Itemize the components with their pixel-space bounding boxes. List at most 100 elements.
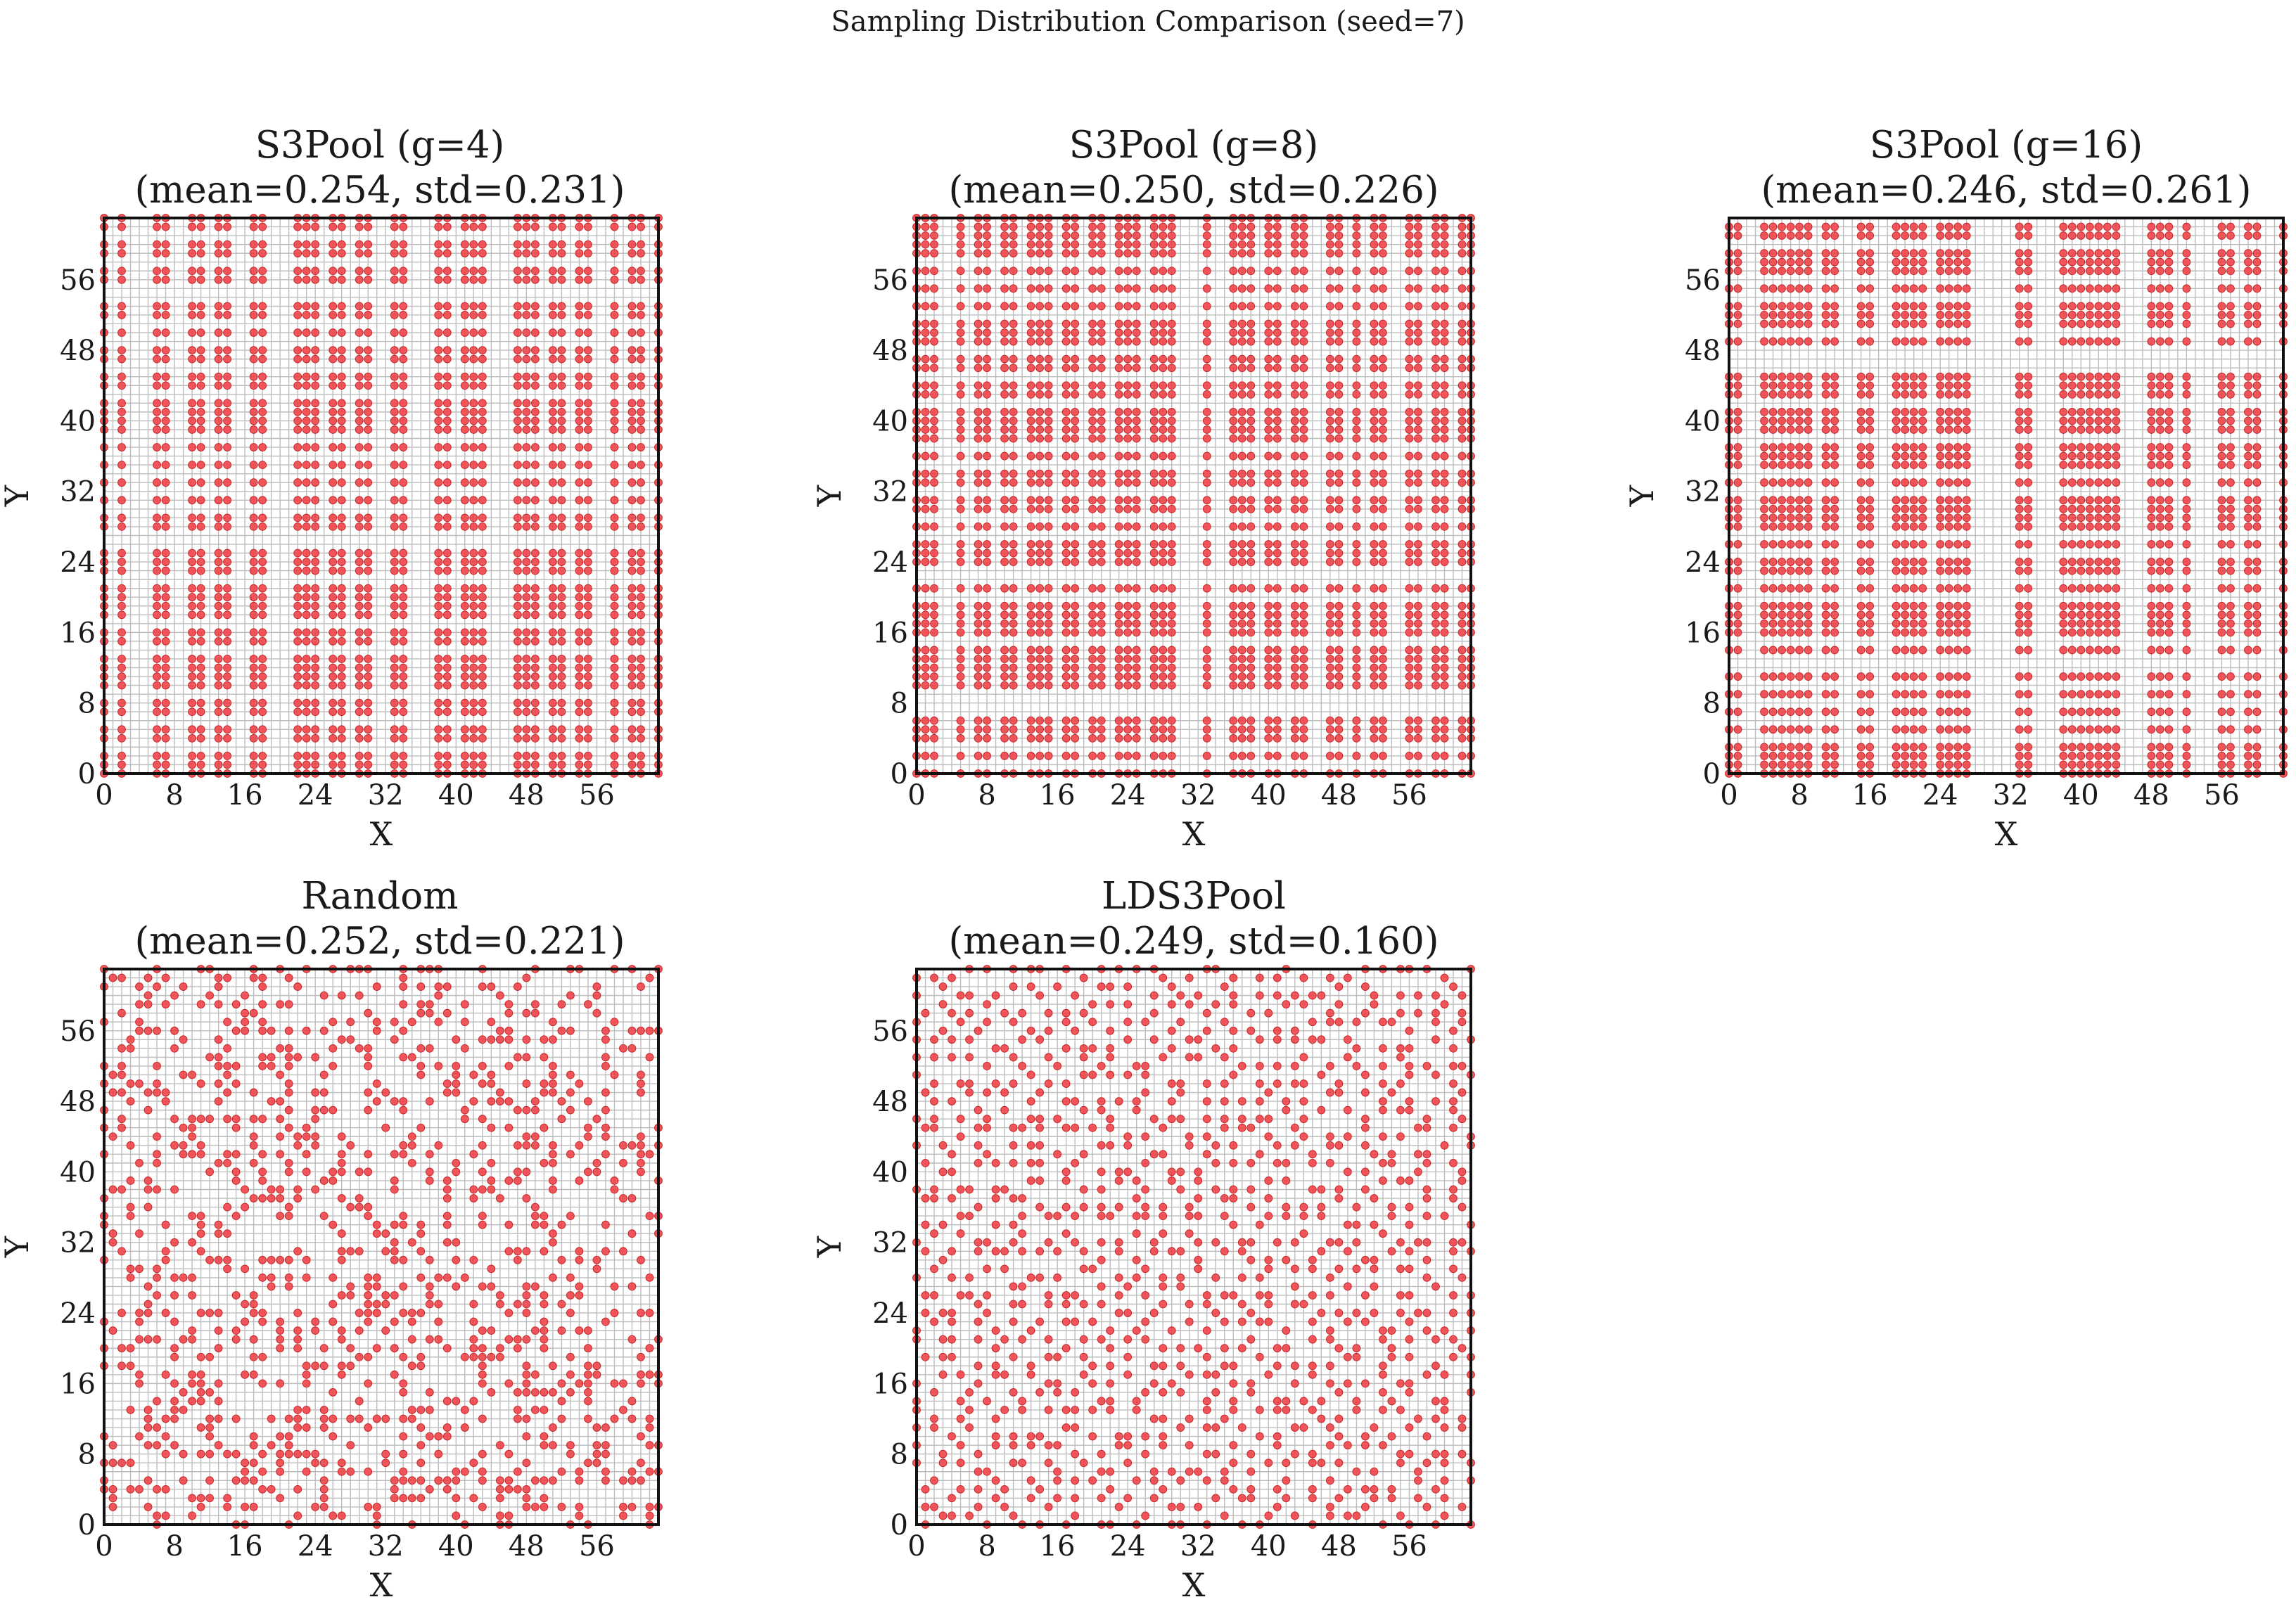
sample-point [1334,407,1344,416]
sample-point [956,478,965,487]
sample-point [2182,610,2191,620]
sample-point [549,566,557,575]
sample-point [1290,222,1299,231]
sample-point [1097,240,1106,249]
sample-point [469,496,478,505]
sample-point [956,725,965,734]
sample-point [1273,434,1282,443]
sample-point [117,222,126,231]
sample-point [557,443,566,451]
sample-point [983,584,991,593]
sample-point [522,752,531,760]
sample-point [153,407,161,416]
sample-point [1821,707,1830,717]
sample-point [974,319,983,328]
sample-point [637,328,645,337]
sample-point [1768,443,1778,451]
sample-point [1431,540,1440,549]
sample-point [1167,610,1176,620]
sample-point [117,311,126,319]
sample-point [1132,267,1141,276]
sample-point [549,249,557,258]
sample-point [460,663,469,672]
sample-point [1273,302,1282,311]
sample-point [1405,601,1414,610]
sample-point [1892,425,1901,434]
sample-point [637,425,645,434]
sample-point [293,461,302,470]
sample-point [1334,284,1344,293]
sample-point [930,390,938,399]
sample-point [2226,584,2235,593]
sample-point [364,311,373,319]
sample-point [1026,451,1035,461]
sample-point [153,752,161,760]
sample-point [1229,240,1238,249]
sample-point [1114,655,1123,663]
sample-point [1299,222,1308,231]
sample-point [355,558,364,566]
sample-point [2182,752,2191,760]
sample-point [311,672,320,681]
sample-point [1088,549,1097,558]
sample-point [1071,328,1080,337]
sample-point [2252,390,2262,399]
sample-point [1892,381,1901,390]
sample-point [364,549,373,558]
sample-point [223,593,232,602]
sample-point [478,707,487,717]
sample-point [1458,381,1467,390]
sample-point [584,443,592,451]
sample-point [1944,319,1953,328]
sample-point [1035,601,1045,610]
sample-point [1379,504,1387,513]
sample-point [1132,601,1141,610]
sample-point [1440,540,1449,549]
sample-point [2226,416,2235,425]
sample-point [921,337,930,346]
sample-point [460,558,469,566]
sample-point [637,461,645,470]
sample-point [223,681,232,690]
sample-point [469,311,478,319]
sample-point [399,522,408,531]
sample-point [1237,354,1246,364]
sample-point [1044,584,1053,593]
sample-point [117,443,126,451]
sample-point [1237,655,1246,663]
sample-point [1778,752,1786,760]
sample-point [584,760,592,769]
sample-point [2094,566,2103,575]
sample-point [1936,478,1945,487]
sample-point [1159,381,1168,390]
sample-point [2103,672,2112,681]
sample-point [575,549,584,558]
sample-point [399,672,408,681]
sample-point [513,240,522,249]
sample-point [1909,725,1918,734]
sample-point [2217,584,2226,593]
sample-point [1246,478,1256,487]
sample-point [2085,566,2094,575]
sample-point [1061,381,1071,390]
sample-point [1237,390,1246,399]
sample-point [974,240,983,249]
sample-point [337,549,346,558]
sample-point [302,698,311,707]
sample-point [1458,364,1467,373]
sample-point [1856,743,1866,752]
sample-point [1405,337,1414,346]
sample-point [1352,549,1361,558]
sample-point [188,372,196,381]
sample-point [1299,451,1308,461]
sample-point [478,407,487,416]
sample-point [983,496,991,505]
sample-point [478,655,487,663]
sample-point [214,752,223,760]
sample-point [575,725,584,734]
sample-point [1264,628,1273,637]
sample-point [355,760,364,769]
sample-point [2155,513,2164,522]
x-tick-label: 32 [368,779,404,812]
sample-point [1795,461,1804,470]
